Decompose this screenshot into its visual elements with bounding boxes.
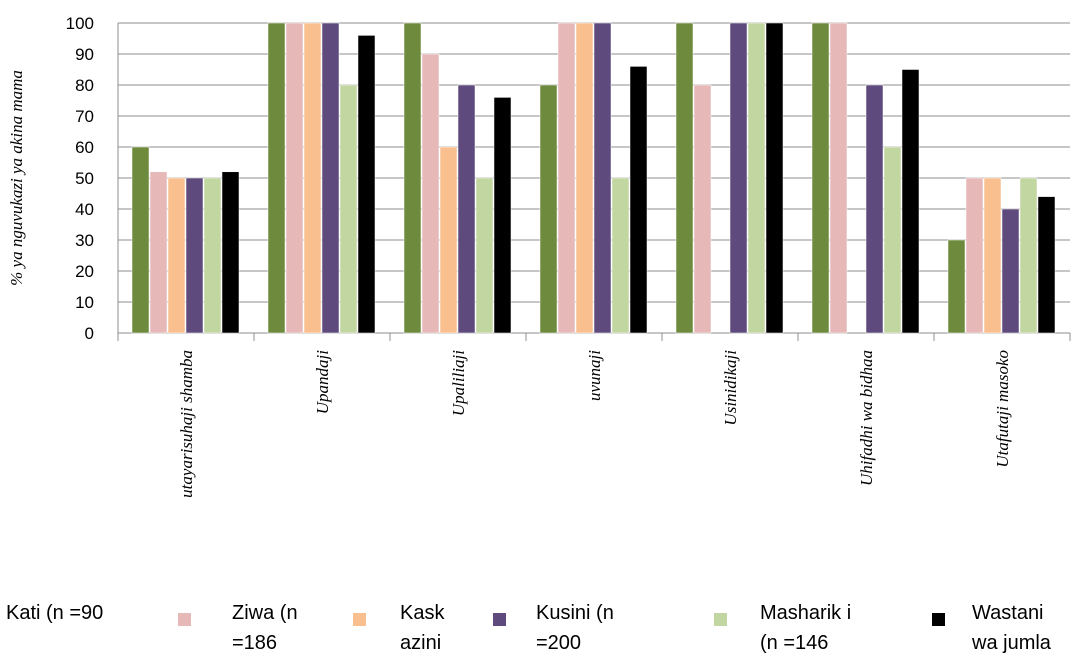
bar-masharik (339, 84, 358, 334)
bar-ziwa (965, 177, 984, 334)
y-tick-label: 0 (85, 324, 94, 343)
legend-swatch (178, 613, 191, 626)
bar-kask (303, 22, 322, 334)
legend-swatch (493, 613, 506, 626)
bar-kati (675, 22, 694, 334)
x-category-label: Utafutaji masoko (993, 350, 1012, 468)
y-tick-label: 90 (75, 45, 94, 64)
bar-wastani (493, 97, 512, 334)
bar-kati (403, 22, 422, 334)
legend-swatch (714, 613, 727, 626)
bar-kask (983, 177, 1002, 334)
bar-kusini (1001, 208, 1020, 334)
x-category-label: Upandaji (313, 350, 332, 415)
bar-masharik (475, 177, 494, 334)
bar-kask (575, 22, 594, 334)
bar-ziwa (421, 53, 440, 334)
bar-ziwa (149, 171, 168, 334)
bar-kusini (593, 22, 612, 334)
x-category-label: Usinidikaji (721, 350, 740, 426)
x-category-label: Uhifadhi wa bidhaa (857, 350, 876, 486)
y-axis-label: % ya nguvukazi ya akina mama (7, 70, 26, 286)
y-tick-label: 10 (75, 293, 94, 312)
y-tick-label: 100 (66, 14, 94, 33)
bar-kusini (321, 22, 340, 334)
bar-wastani (357, 35, 376, 334)
bar-kusini (457, 84, 476, 334)
y-tick-label: 40 (75, 200, 94, 219)
bar-wastani (629, 66, 648, 334)
bar-masharik (883, 146, 902, 334)
bar-masharik (1019, 177, 1038, 334)
bar-kati (267, 22, 286, 334)
bar-ziwa (829, 22, 848, 334)
x-category-label: Upaliliaji (449, 350, 468, 416)
bar-masharik (203, 177, 222, 334)
bar-wastani (901, 69, 920, 334)
x-category-label: utayarisuhaji shamba (177, 350, 196, 498)
bar-kati (811, 22, 830, 334)
bar-kask (439, 146, 458, 334)
x-category-label: uvunaji (585, 350, 604, 401)
legend-label: Wastani wa jumla (972, 602, 1051, 654)
y-tick-label: 80 (75, 76, 94, 95)
legend-label: Masharik i (n =146 (760, 602, 852, 654)
bar-wastani (221, 171, 240, 334)
bar-kati (947, 239, 966, 334)
bar-wastani (1037, 196, 1056, 334)
legend-label: Kati (n =90 (6, 602, 104, 624)
bar-kusini (865, 84, 884, 334)
bar-kusini (185, 177, 204, 334)
bar-kask (167, 177, 186, 334)
legend-label: Kusini (n =200 (536, 602, 614, 654)
y-tick-label: 30 (75, 231, 94, 250)
legend-swatch (932, 613, 945, 626)
bar-ziwa (557, 22, 576, 334)
bar-masharik (611, 177, 630, 334)
chart-legend: Kati (n =90 Ziwa (n =186 Kask azini Kusini… (0, 596, 1092, 669)
bar-ziwa (285, 22, 304, 334)
legend-label: Ziwa (n =186 (232, 602, 298, 654)
bar-ziwa (693, 84, 712, 334)
bar-kati (539, 84, 558, 334)
bar-chart: 0 10 20 30 40 50 60 70 80 90 100 utayarisuhaji sham… (7, 14, 1071, 498)
y-tick-label: 20 (75, 262, 94, 281)
bar-kati (131, 146, 150, 334)
legend-swatch (353, 613, 366, 626)
legend-label: Kask azini (400, 602, 445, 654)
y-tick-label: 50 (75, 169, 94, 188)
bar-wastani (765, 22, 784, 334)
y-tick-label: 60 (75, 138, 94, 157)
bar-masharik (747, 22, 766, 334)
y-tick-label: 70 (75, 107, 94, 126)
bar-kusini (729, 22, 748, 334)
